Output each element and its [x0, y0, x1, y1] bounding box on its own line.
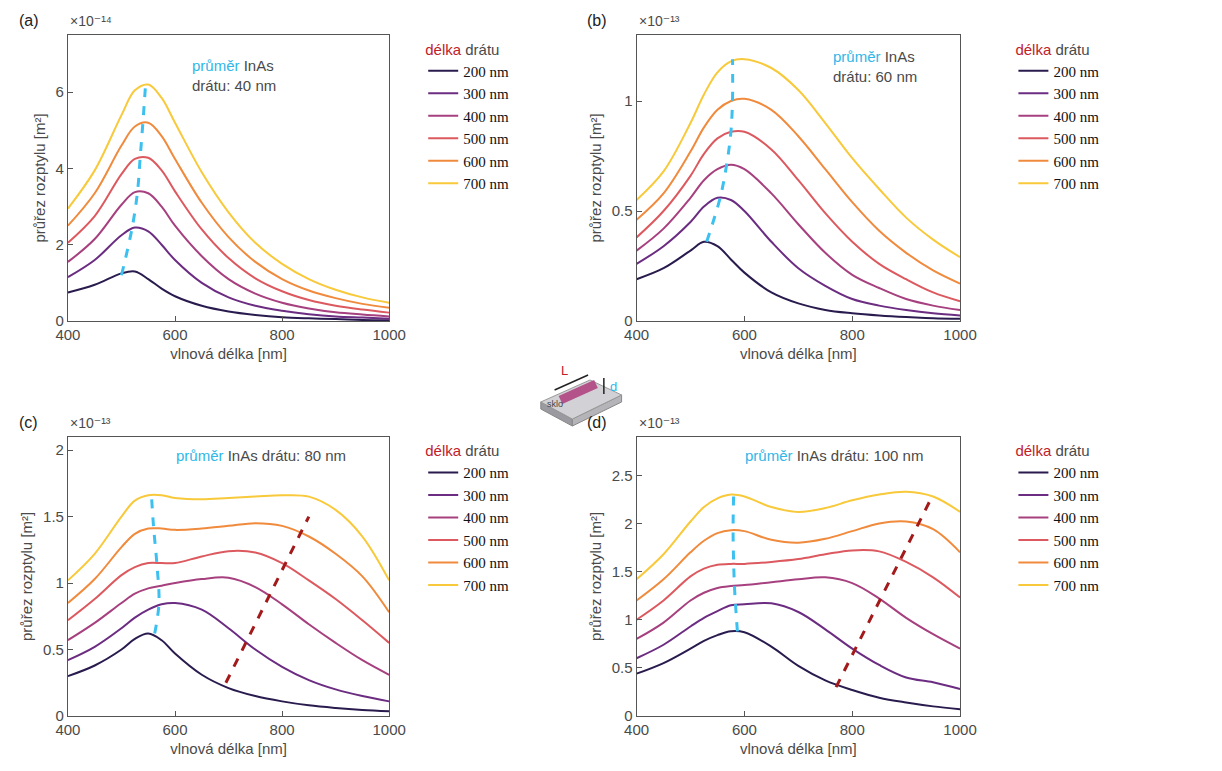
svg-text:2: 2 [56, 441, 64, 458]
svg-text:300 nm: 300 nm [463, 86, 509, 102]
svg-text:průměr InAsdrátu: 60 nm: průměr InAsdrátu: 60 nm [833, 48, 917, 85]
svg-text:délka drátu: délka drátu [425, 41, 499, 58]
svg-text:200 nm: 200 nm [1053, 64, 1099, 80]
svg-text:400 nm: 400 nm [1053, 510, 1099, 526]
svg-text:600: 600 [162, 721, 187, 738]
svg-text:300 nm: 300 nm [1053, 488, 1099, 504]
svg-text:400: 400 [55, 326, 80, 343]
svg-text:průřez rozptylu [m²]: průřez rozptylu [m²] [31, 113, 48, 242]
svg-text:(a): (a) [19, 12, 39, 29]
svg-text:×10⁻¹³: ×10⁻¹³ [639, 13, 680, 29]
svg-text:vlnová délka [nm]: vlnová délka [nm] [740, 345, 857, 362]
svg-text:800: 800 [270, 721, 295, 738]
svg-text:průměr InAsdrátu: 40 nm: průměr InAsdrátu: 40 nm [192, 57, 276, 94]
svg-text:1: 1 [624, 92, 632, 109]
svg-text:200 nm: 200 nm [463, 465, 509, 481]
svg-text:průřez rozptylu [m²]: průřez rozptylu [m²] [587, 512, 604, 641]
svg-text:délka drátu: délka drátu [1015, 442, 1089, 459]
svg-text:d: d [610, 379, 617, 394]
svg-text:600 nm: 600 nm [463, 154, 509, 170]
svg-text:400 nm: 400 nm [463, 109, 509, 125]
svg-text:průřez rozptylu [m²]: průřez rozptylu [m²] [18, 512, 35, 641]
svg-text:600 nm: 600 nm [1053, 154, 1099, 170]
svg-text:2: 2 [624, 515, 632, 532]
svg-text:2.5: 2.5 [612, 467, 633, 484]
svg-text:700 nm: 700 nm [1053, 176, 1099, 192]
svg-text:6: 6 [56, 83, 64, 100]
svg-text:0: 0 [624, 707, 632, 724]
svg-text:500 nm: 500 nm [1053, 533, 1099, 549]
svg-text:2: 2 [56, 236, 64, 253]
svg-text:400 nm: 400 nm [1053, 109, 1099, 125]
svg-text:600 nm: 600 nm [463, 555, 509, 571]
svg-text:L: L [561, 363, 568, 378]
svg-text:0.5: 0.5 [43, 641, 64, 658]
svg-text:×10⁻¹⁴: ×10⁻¹⁴ [70, 13, 112, 29]
svg-text:0: 0 [56, 707, 64, 724]
svg-text:800: 800 [270, 326, 295, 343]
svg-text:1: 1 [624, 611, 632, 628]
svg-text:600: 600 [162, 326, 187, 343]
svg-text:800: 800 [840, 721, 865, 738]
svg-text:1000: 1000 [943, 326, 976, 343]
svg-text:1000: 1000 [372, 721, 405, 738]
svg-text:délka drátu: délka drátu [1015, 41, 1089, 58]
svg-text:600: 600 [732, 721, 757, 738]
svg-text:0.5: 0.5 [612, 202, 633, 219]
svg-text:400 nm: 400 nm [463, 510, 509, 526]
svg-text:0.5: 0.5 [612, 659, 633, 676]
svg-text:1000: 1000 [372, 326, 405, 343]
svg-text:průřez rozptylu [m²]: průřez rozptylu [m²] [587, 113, 604, 242]
svg-text:×10⁻¹³: ×10⁻¹³ [70, 415, 111, 431]
svg-text:500 nm: 500 nm [463, 131, 509, 147]
svg-text:×10⁻¹³: ×10⁻¹³ [639, 415, 680, 431]
svg-text:4: 4 [56, 160, 64, 177]
svg-text:vlnová délka [nm]: vlnová délka [nm] [170, 740, 287, 757]
svg-text:1.5: 1.5 [43, 508, 64, 525]
svg-text:700 nm: 700 nm [463, 578, 509, 594]
svg-text:průměr InAs drátu: 100 nm: průměr InAs drátu: 100 nm [745, 447, 923, 464]
svg-text:300 nm: 300 nm [463, 488, 509, 504]
svg-text:sklo: sklo [547, 399, 563, 409]
svg-text:(d): (d) [587, 414, 607, 431]
svg-text:200 nm: 200 nm [463, 64, 509, 80]
svg-text:1: 1 [56, 574, 64, 591]
svg-text:(c): (c) [19, 414, 38, 431]
svg-text:0: 0 [56, 312, 64, 329]
svg-text:průměr InAs drátu: 80 nm: průměr InAs drátu: 80 nm [176, 447, 346, 464]
svg-text:500 nm: 500 nm [463, 533, 509, 549]
svg-text:vlnová délka [nm]: vlnová délka [nm] [740, 740, 857, 757]
svg-text:600 nm: 600 nm [1053, 555, 1099, 571]
svg-text:400: 400 [624, 326, 649, 343]
svg-text:vlnová délka [nm]: vlnová délka [nm] [170, 345, 287, 362]
svg-text:700 nm: 700 nm [1053, 578, 1099, 594]
svg-text:400: 400 [55, 721, 80, 738]
svg-text:1000: 1000 [943, 721, 976, 738]
svg-text:500 nm: 500 nm [1053, 131, 1099, 147]
svg-text:0: 0 [624, 312, 632, 329]
svg-text:800: 800 [840, 326, 865, 343]
svg-text:200 nm: 200 nm [1053, 465, 1099, 481]
svg-text:600: 600 [732, 326, 757, 343]
svg-text:700 nm: 700 nm [463, 176, 509, 192]
svg-text:(b): (b) [587, 12, 607, 29]
svg-text:délka drátu: délka drátu [425, 442, 499, 459]
svg-text:1.5: 1.5 [612, 563, 633, 580]
svg-text:400: 400 [624, 721, 649, 738]
svg-text:300 nm: 300 nm [1053, 86, 1099, 102]
